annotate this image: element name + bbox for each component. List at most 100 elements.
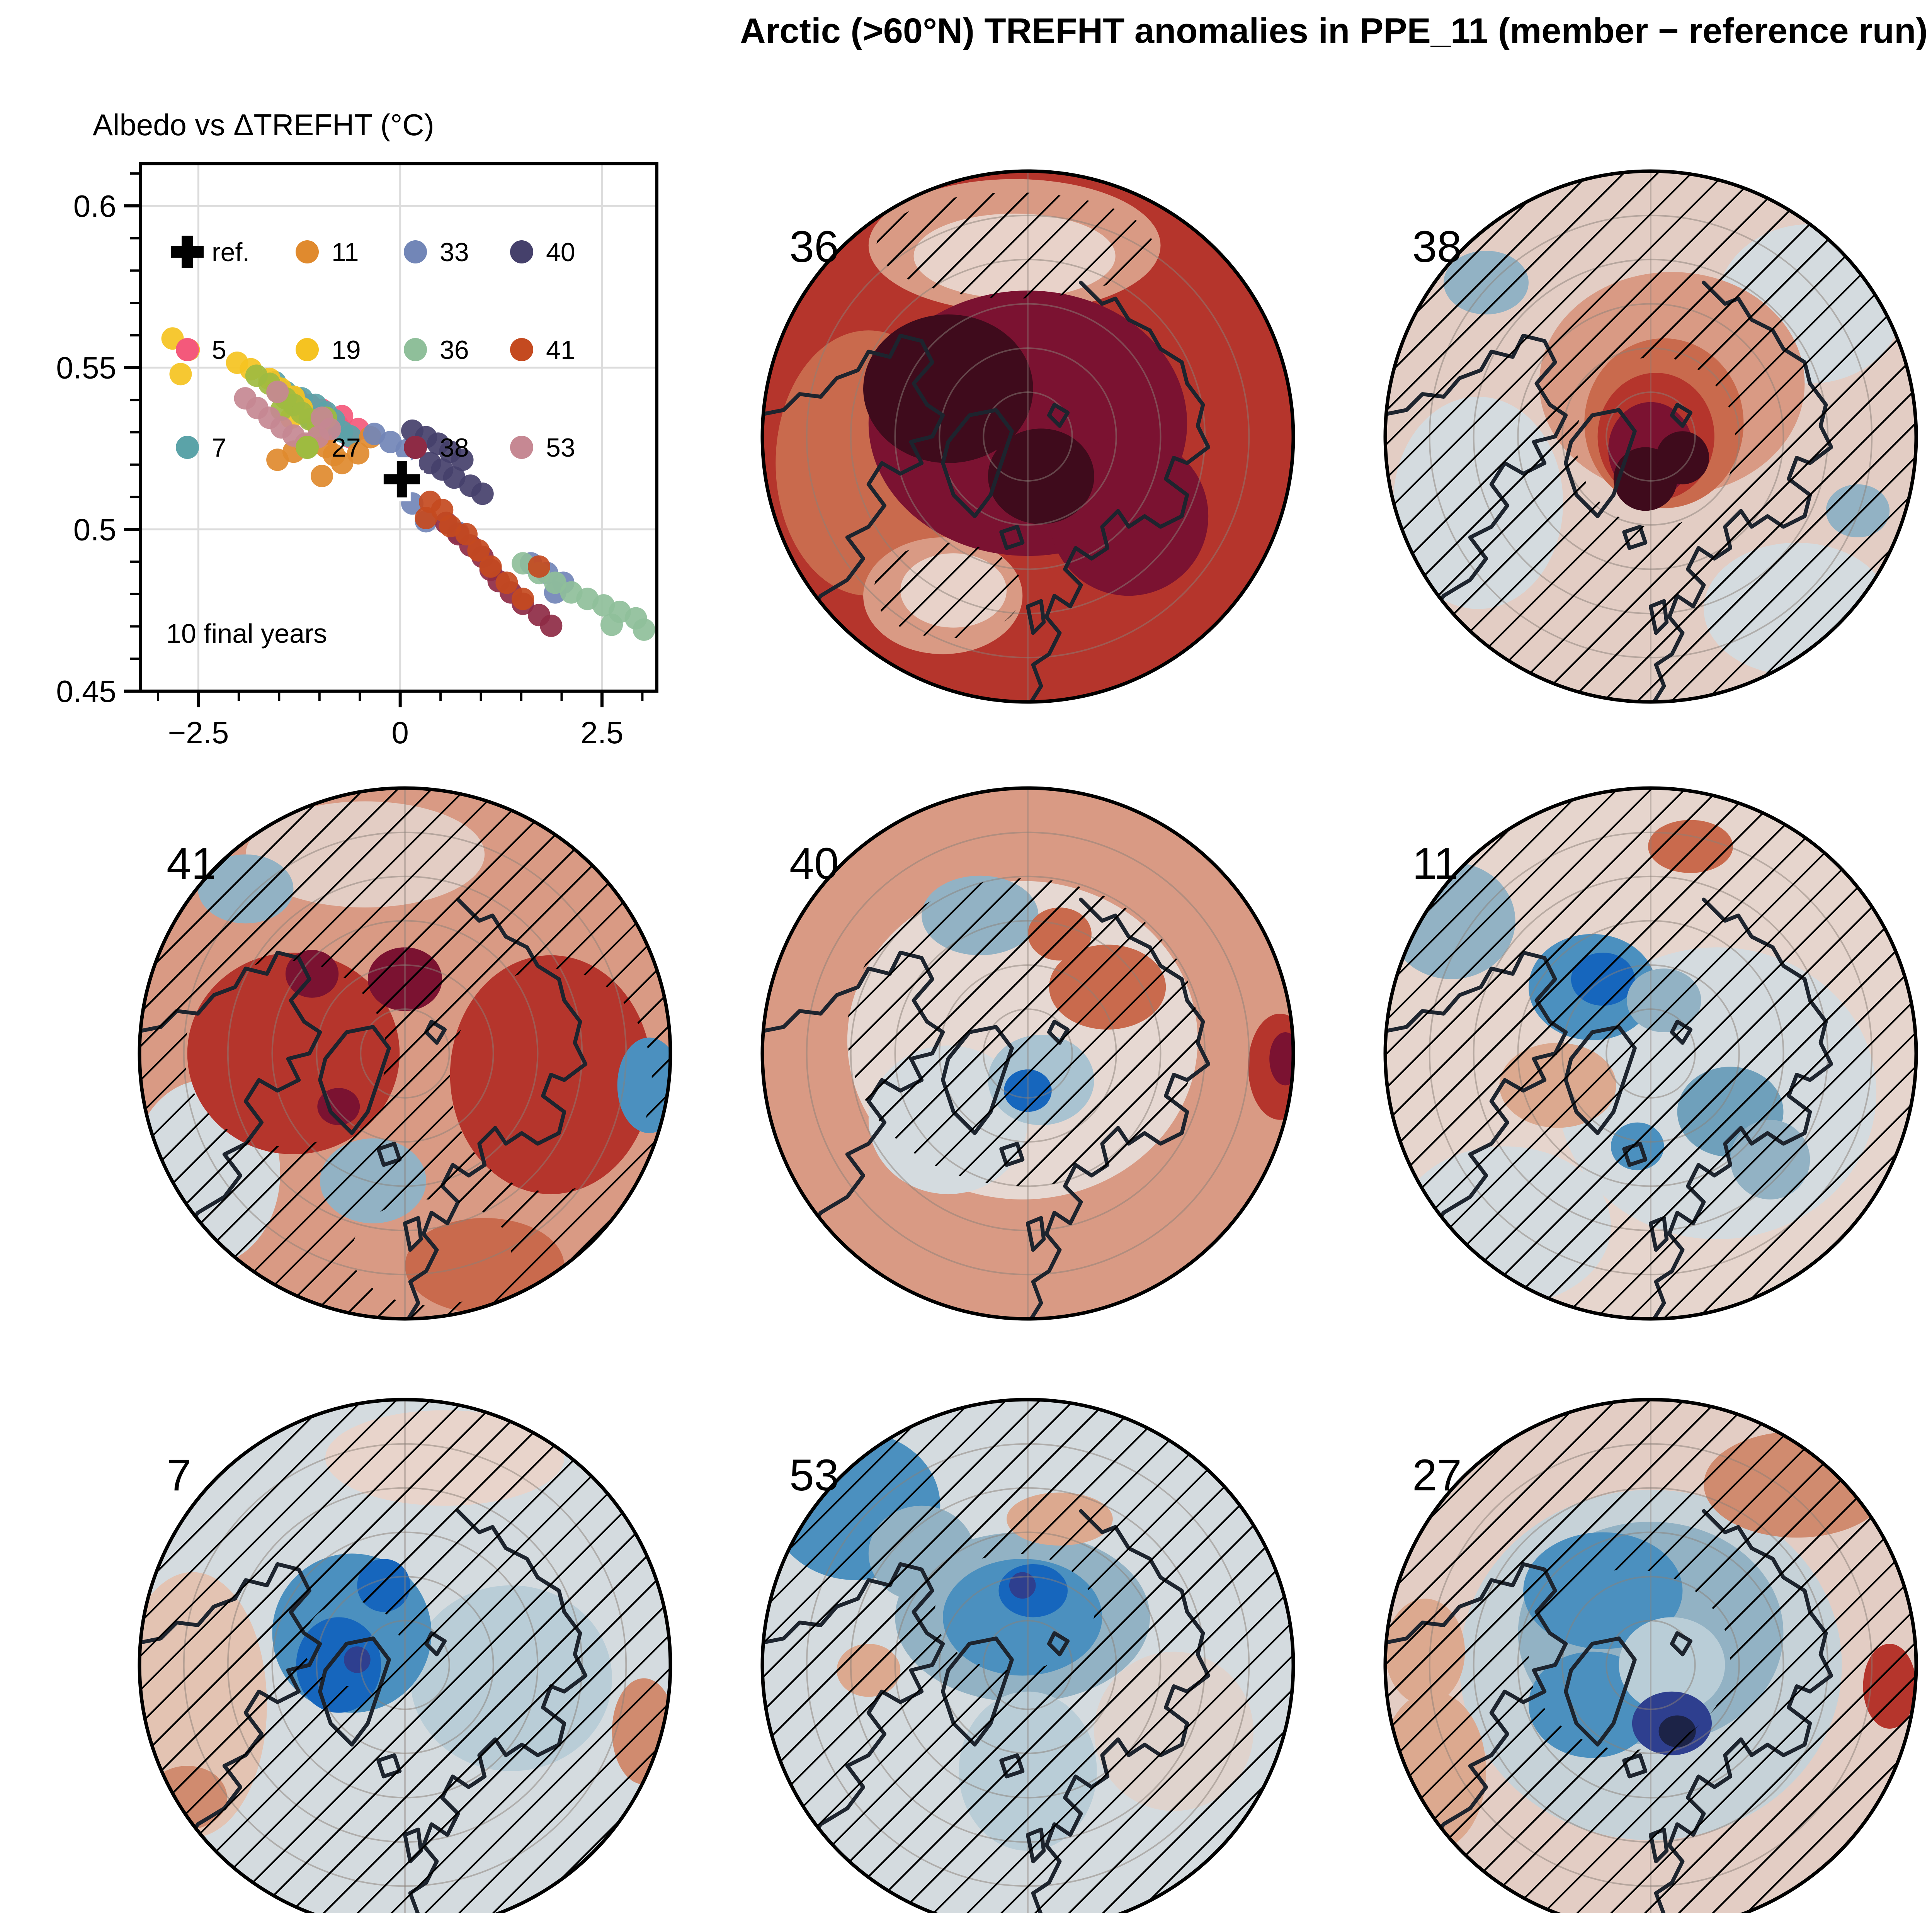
data-point [544,571,566,594]
y-tick-label: 0.6 [73,189,116,223]
scatter-series-41 [415,491,550,610]
map-outline [1383,786,1918,1321]
ref-plus-icon [171,236,204,268]
data-point [479,555,502,578]
x-tick-label: −2.5 [168,715,229,750]
legend-dot-icon [176,338,199,361]
map-panel-38 [1385,171,1916,702]
data-point [418,452,441,474]
axes-box [139,162,658,693]
legend-item-53: 53 [510,433,575,462]
legend-item-40: 40 [510,238,575,267]
legend-dot-icon [404,240,427,263]
hatch-overlay [1385,788,1916,1319]
data-point [266,381,289,403]
legend-label: 11 [332,238,359,267]
map-panel-40 [762,788,1293,1319]
legend-label: 36 [440,335,469,365]
map-panel-53 [762,1400,1293,1913]
legend-item-33: 33 [404,238,469,267]
hatch-overlay [762,1400,1293,1913]
hatch-overlay [139,788,670,1319]
legend-item-36: 36 [404,335,469,365]
legend-dot-icon [296,240,319,263]
map-outline [760,1398,1295,1913]
panel-label-27: 27 [1412,1451,1462,1500]
data-point [339,425,362,448]
legend-dot-icon [510,338,533,361]
legend-label: 53 [546,433,575,462]
data-point [311,465,333,488]
map-panel-27 [1385,1400,1916,1913]
panel-label-38: 38 [1412,222,1462,272]
data-point [455,523,478,545]
data-point [467,539,490,562]
legend-item-38: 38 [404,433,469,462]
panel-label-11: 11 [1412,839,1458,889]
map-outline [1383,169,1918,704]
reference-marker [379,457,424,501]
x-tick-label: 0 [391,715,409,750]
map-panel-7 [139,1400,670,1913]
hatch-overlay [1385,1400,1916,1913]
hatch-overlay [1385,171,1916,702]
legend-dot-icon [176,436,199,459]
map-outline [138,1398,672,1913]
data-point [331,452,354,474]
legend-item-5: 5 [176,335,226,365]
legend-label: 7 [212,433,226,462]
hatch-overlay [762,171,1293,702]
panel-label-36: 36 [789,222,839,272]
legend-item-7: 7 [176,433,226,462]
data-point [451,449,474,471]
map-outline [760,169,1295,704]
y-tick-label: 0.5 [73,512,116,547]
legend-label: 27 [332,433,361,462]
data-point [347,442,370,465]
map-panel-36 [762,171,1293,702]
legend-label: 5 [212,335,226,365]
panel-label-41: 41 [167,839,216,889]
legend-label: 33 [440,238,469,267]
data-point [495,571,518,594]
legend-dot-icon [510,240,533,263]
legend-item-ref: ref. [171,236,250,268]
legend-item-19: 19 [296,335,361,365]
data-point [540,614,563,637]
hatch-overlay [762,788,1293,1319]
legend-item-27: 27 [296,433,361,462]
y-tick-label: 0.55 [56,351,116,385]
legend-label: 41 [546,335,575,365]
figure-title: Arctic (>60°N) TREFHT anomalies in PPE_1… [740,11,1928,51]
scatter-annotation: 10 final years [166,618,327,649]
legend-label: 19 [332,335,361,365]
legend-dot-icon [404,436,427,459]
legend-item-11: 11 [296,238,359,267]
legend-dot-icon [296,436,319,459]
hatch-overlay [139,1400,670,1913]
x-tick-label: 2.5 [580,715,623,750]
data-point [512,588,534,610]
legend-label: ref. [212,238,250,267]
map-panel-11 [1385,788,1916,1319]
scatter-subplot-title: Albedo vs ΔTREFHT (°C) [93,108,434,142]
data-point [415,506,437,529]
data-point [600,613,623,636]
map-outline [1383,1398,1918,1913]
legend-label: 40 [546,238,575,267]
map-panel-41 [139,788,670,1319]
data-point [169,363,192,386]
legend-dot-icon [296,338,319,361]
legend-item-41: 41 [510,335,575,365]
data-point [633,618,655,641]
panel-label-40: 40 [789,839,839,889]
legend-label: 38 [440,433,469,462]
data-point [311,406,333,429]
data-point [527,555,550,578]
legend-dot-icon [404,338,427,361]
legend-dot-icon [510,436,533,459]
map-outline [760,786,1295,1321]
panel-label-53: 53 [789,1451,839,1500]
